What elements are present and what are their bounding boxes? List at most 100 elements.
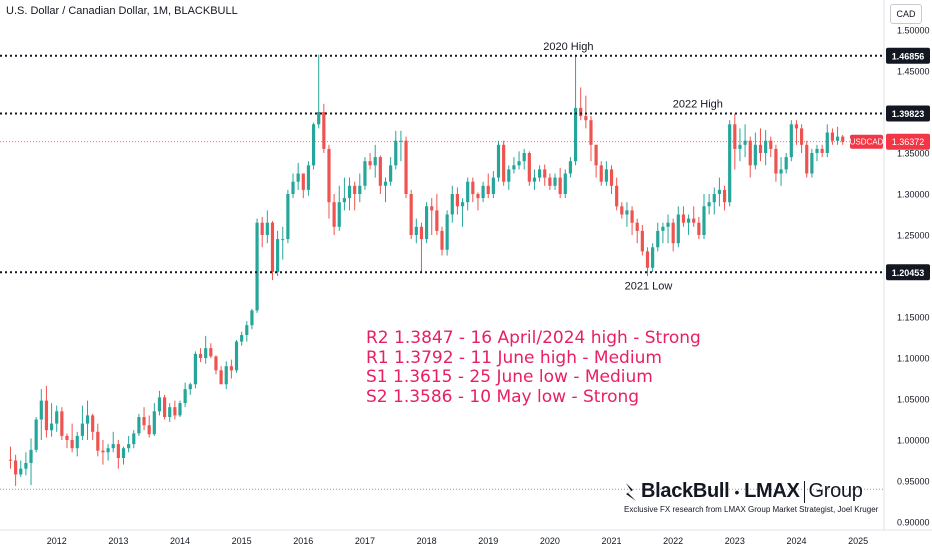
candle-body xyxy=(209,348,213,357)
candle-body xyxy=(697,222,701,235)
candle-body xyxy=(568,161,573,174)
candle-body xyxy=(481,185,485,199)
currency-button[interactable]: CAD xyxy=(890,4,922,24)
candle-body xyxy=(19,468,23,475)
candle-body xyxy=(44,400,49,431)
candle-body xyxy=(424,206,429,240)
candle-body xyxy=(276,239,280,272)
candle-body xyxy=(656,230,660,248)
candle-body xyxy=(409,194,413,235)
candle-body xyxy=(810,153,814,174)
candle-body xyxy=(784,157,788,170)
candle-body xyxy=(224,366,228,385)
candle-body xyxy=(70,440,74,449)
level-tag xyxy=(886,47,930,64)
x-tick-label: 2014 xyxy=(170,536,190,546)
candle-body xyxy=(753,144,757,166)
candle-body xyxy=(383,181,388,186)
candle-body xyxy=(820,148,824,153)
candle-body xyxy=(116,444,120,459)
candle-body xyxy=(353,185,357,194)
candle-body xyxy=(91,415,95,432)
candle-body xyxy=(733,124,737,149)
candle-body xyxy=(666,222,670,227)
x-tick-label: 2017 xyxy=(355,536,375,546)
candle-body xyxy=(65,435,69,440)
candle-body xyxy=(49,423,54,431)
candle-body xyxy=(399,140,403,142)
x-tick-label: 2015 xyxy=(232,536,252,546)
candle-body xyxy=(563,173,567,194)
candle-body xyxy=(347,185,352,199)
candle-body xyxy=(152,411,156,435)
candle-body xyxy=(147,425,151,435)
x-tick-label: 2021 xyxy=(602,536,622,546)
candle-body xyxy=(445,214,449,250)
y-tick-label: 1.30000 xyxy=(897,190,930,200)
price-tags: 1.46856 1.39823 1.20453 USDCAD 1.36372 xyxy=(850,47,930,281)
y-tick-label: 1.50000 xyxy=(897,26,930,36)
candle-body xyxy=(301,173,305,190)
y-tick-label: 1.00000 xyxy=(897,436,930,446)
candle-body xyxy=(414,226,418,235)
candle-body xyxy=(604,169,608,182)
candle-body xyxy=(651,247,655,268)
candle-body xyxy=(805,144,809,174)
candle-body xyxy=(101,450,105,453)
candle-body xyxy=(204,348,208,358)
candle-body xyxy=(132,433,136,445)
candle-body xyxy=(183,389,187,404)
candle-body xyxy=(111,444,115,449)
blackbull-logo-icon xyxy=(626,482,636,501)
candle-body xyxy=(573,107,578,162)
candle-body xyxy=(363,161,367,186)
candle-body xyxy=(96,431,100,451)
candle-body xyxy=(676,214,680,244)
time-axis[interactable]: 2012 2013 2014 2015 2016 2017 2018 2019 2020 2021… xyxy=(47,536,868,546)
candle-body xyxy=(55,411,59,424)
symbol-tag-label: USDCAD xyxy=(850,138,884,147)
candle-body xyxy=(178,403,182,416)
x-tick-label: 2025 xyxy=(848,536,868,546)
candle-body xyxy=(188,384,192,390)
candle-body xyxy=(311,124,316,166)
candle-body xyxy=(815,148,819,153)
candle-body xyxy=(522,153,526,162)
y-tick-label: 1.05000 xyxy=(897,395,930,405)
candle-body xyxy=(527,153,531,182)
candle-body xyxy=(486,185,490,194)
candle-body xyxy=(625,210,629,215)
level-tag-label: 1.46856 xyxy=(892,51,925,61)
candle-body xyxy=(743,140,747,145)
symbol-tag xyxy=(850,134,883,149)
candle-body xyxy=(332,202,336,227)
candle-body xyxy=(635,222,639,231)
candle-body xyxy=(34,419,38,450)
candle-body xyxy=(322,112,326,149)
candle-body xyxy=(661,226,665,231)
candle-body xyxy=(512,165,516,170)
candle-body xyxy=(800,128,804,145)
candle-body xyxy=(496,144,501,178)
candle-body xyxy=(722,189,727,203)
candle-body xyxy=(517,161,521,166)
candle-body xyxy=(168,407,172,418)
candle-body xyxy=(830,132,835,141)
candle-body xyxy=(748,140,752,166)
candle-body xyxy=(327,148,331,203)
candle-body xyxy=(193,353,198,385)
candle-body xyxy=(825,132,829,153)
candle-body xyxy=(491,177,495,194)
brand-subtitle: Exclusive FX research from LMAX Group Ma… xyxy=(624,505,879,514)
candle-body xyxy=(157,397,162,412)
candles xyxy=(8,54,845,486)
level-annotation-2021-low: 2021 Low xyxy=(625,280,673,292)
candle-body xyxy=(430,206,434,211)
x-tick-label: 2019 xyxy=(478,536,498,546)
candle-body xyxy=(291,181,295,194)
candle-body xyxy=(712,194,716,203)
candle-body xyxy=(14,460,18,475)
candle-body xyxy=(794,124,799,129)
x-tick-label: 2018 xyxy=(417,536,437,546)
